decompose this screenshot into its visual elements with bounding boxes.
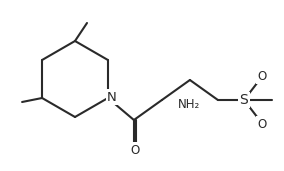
- Text: S: S: [239, 93, 248, 107]
- Text: O: O: [130, 143, 139, 156]
- Text: O: O: [257, 69, 266, 82]
- Text: O: O: [257, 117, 266, 130]
- Text: NH₂: NH₂: [178, 97, 200, 110]
- Text: N: N: [107, 90, 117, 103]
